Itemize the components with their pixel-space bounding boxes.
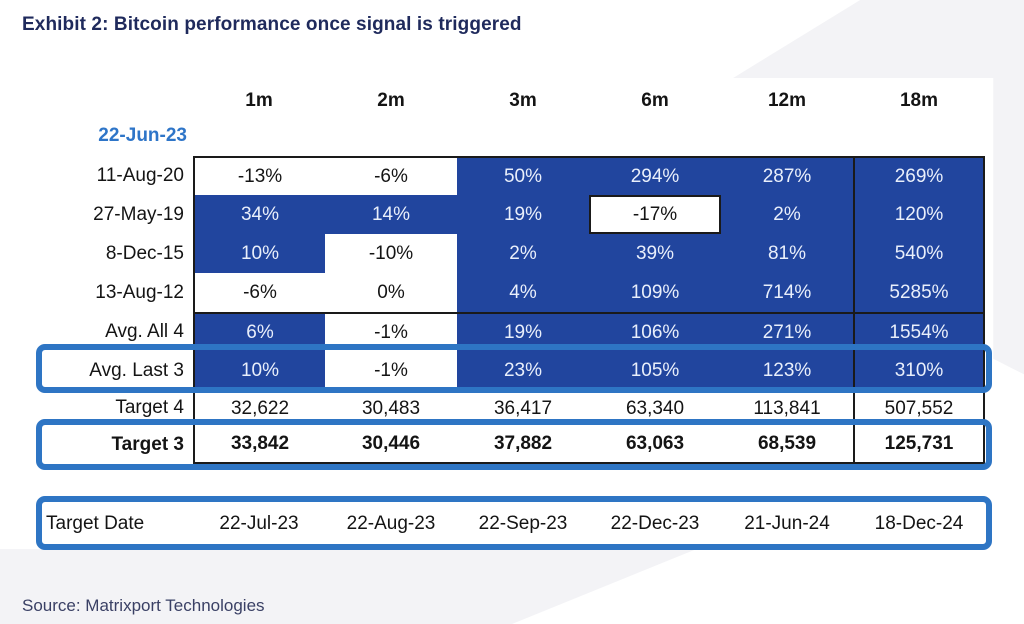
row-label: Target 4 — [115, 397, 184, 418]
signal-date-row: 22-Jun-23 — [40, 116, 985, 156]
perf-row: Avg. Last 3 10% -1% 23% 105% 123% 310% — [40, 351, 985, 390]
perf-cell: 287% — [721, 156, 853, 195]
perf-cell: 1554% — [853, 312, 985, 351]
target-date-cell: 18-Dec-24 — [853, 502, 985, 546]
target-row: Target 3 33,842 30,446 37,882 63,063 68,539 12… — [40, 426, 985, 464]
header-spacer — [40, 86, 193, 116]
perf-cell: 81% — [721, 234, 853, 273]
perf-cell: -13% — [193, 156, 325, 195]
perf-cell: 105% — [589, 351, 721, 390]
perf-cell: 19% — [457, 195, 589, 234]
perf-cell: 2% — [721, 195, 853, 234]
column-header: 12m — [767, 90, 807, 111]
perf-cell: 14% — [325, 195, 457, 234]
perf-cell: 106% — [589, 312, 721, 351]
target-cell: 63,063 — [589, 426, 721, 464]
perf-cell: -17% — [589, 195, 721, 234]
perf-row: 27-May-19 34% 14% 19% -17% 2% 120% — [40, 195, 985, 234]
perf-cell: 5285% — [853, 273, 985, 312]
row-label: Target 3 — [111, 434, 184, 455]
perf-row: 11-Aug-20 -13% -6% 50% 294% 287% 269% — [40, 156, 985, 195]
target-row: Target 4 32,622 30,483 36,417 63,340 113,841 5… — [40, 390, 985, 426]
perf-cell: 310% — [853, 351, 985, 390]
target-cell: 125,731 — [853, 426, 985, 464]
perf-cell: 123% — [721, 351, 853, 390]
row-label: Avg. Last 3 — [89, 359, 184, 381]
perf-cell: 34% — [193, 195, 325, 234]
perf-cell: 10% — [193, 234, 325, 273]
performance-table: 1m 2m 3m 6m 12m 18m 22-Jun-23 11-Aug-20-… — [40, 86, 985, 464]
perf-row: 8-Dec-15 10% -10% 2% 39% 81% 540% — [40, 234, 985, 273]
target-cell: 507,552 — [853, 390, 985, 426]
perf-cell: 271% — [721, 312, 853, 351]
perf-cell: -1% — [325, 351, 457, 390]
perf-cell: 10% — [193, 351, 325, 390]
target-date-cell: 21-Jun-24 — [721, 502, 853, 546]
target-date-label: Target Date — [46, 513, 145, 534]
target-cell: 68,539 — [721, 426, 853, 464]
perf-cell: 714% — [721, 273, 853, 312]
target-rows: Target 4 32,622 30,483 36,417 63,340 113,841 5… — [40, 390, 985, 464]
column-header: 2m — [377, 90, 405, 111]
target-cell: 63,340 — [589, 390, 721, 426]
perf-cell: 50% — [457, 156, 589, 195]
target-cell: 37,882 — [457, 426, 589, 464]
target-cell: 30,483 — [325, 390, 457, 426]
row-label: 11-Aug-20 — [96, 164, 184, 186]
column-header: 18m — [899, 90, 939, 111]
target-cell: 30,446 — [325, 426, 457, 464]
source-caption: Source: Matrixport Technologies — [22, 596, 265, 615]
perf-cell: -1% — [325, 312, 457, 351]
target-date-row: Target Date 22-Jul-23 22-Aug-23 22-Sep-23 2… — [40, 502, 985, 546]
perf-cell: 294% — [589, 156, 721, 195]
row-label: 8-Dec-15 — [105, 242, 184, 264]
perf-cell: 120% — [853, 195, 985, 234]
perf-cell: 39% — [589, 234, 721, 273]
perf-cell: 540% — [853, 234, 985, 273]
perf-cell: 2% — [457, 234, 589, 273]
column-header-row: 1m 2m 3m 6m 12m 18m — [40, 86, 985, 116]
perf-row: 13-Aug-12 -6% 0% 4% 109% 714% 5285% — [40, 273, 985, 312]
perf-row: Avg. All 4 6% -1% 19% 106% 271% 1554% — [40, 312, 985, 351]
perf-cell: 109% — [589, 273, 721, 312]
column-header: 6m — [641, 90, 669, 111]
target-cell: 113,841 — [721, 390, 853, 426]
perf-cell: -6% — [325, 156, 457, 195]
target-date-cell: 22-Aug-23 — [325, 502, 457, 546]
performance-rows: 11-Aug-20 -13% -6% 50% 294% 287% 269% 27-May-19… — [40, 156, 985, 390]
perf-cell: 6% — [193, 312, 325, 351]
signal-date-label: 22-Jun-23 — [98, 125, 187, 146]
perf-cell: 19% — [457, 312, 589, 351]
target-date-cell: 22-Sep-23 — [457, 502, 589, 546]
perf-cell: 269% — [853, 156, 985, 195]
target-date-cell: 22-Dec-23 — [589, 502, 721, 546]
perf-cell: 23% — [457, 351, 589, 390]
column-header: 1m — [245, 90, 273, 111]
perf-cell: 4% — [457, 273, 589, 312]
target-date-cell: 22-Jul-23 — [193, 502, 325, 546]
target-cell: 36,417 — [457, 390, 589, 426]
perf-cell: -10% — [325, 234, 457, 273]
target-cell: 33,842 — [193, 426, 325, 464]
row-label: 27-May-19 — [93, 203, 184, 225]
row-label: Avg. All 4 — [105, 320, 184, 342]
perf-cell: -6% — [193, 273, 325, 312]
column-header: 3m — [509, 90, 537, 111]
target-cell: 32,622 — [193, 390, 325, 426]
perf-cell: 0% — [325, 273, 457, 312]
exhibit-title: Exhibit 2: Bitcoin performance once sign… — [22, 14, 522, 35]
row-label: 13-Aug-12 — [95, 281, 184, 303]
